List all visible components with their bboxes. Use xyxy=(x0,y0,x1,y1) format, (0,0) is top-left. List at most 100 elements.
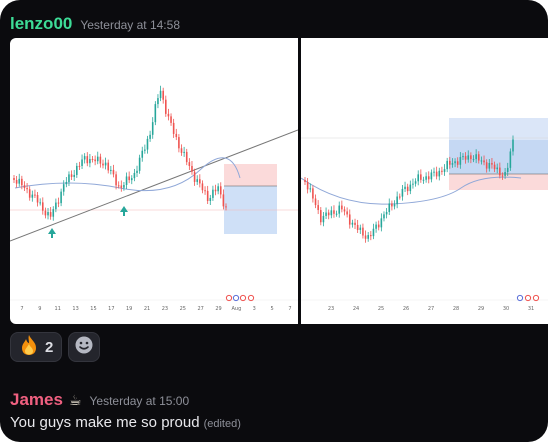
candle xyxy=(509,151,512,168)
candle xyxy=(13,178,15,180)
candle xyxy=(68,174,70,183)
candle xyxy=(404,186,406,189)
candle xyxy=(23,185,26,189)
currency-flag-icon xyxy=(524,294,532,302)
candle xyxy=(154,104,157,123)
candle xyxy=(102,163,104,166)
x-tick-label: 9 xyxy=(38,306,41,312)
candle xyxy=(188,162,191,166)
chart-left-svg: 7 9 11 13 15 17 19 21 23 25 27 29 Aug 3 5 7 xyxy=(10,85,298,312)
candle xyxy=(157,98,159,105)
x-tick-label: 29 xyxy=(215,306,221,312)
candle xyxy=(117,185,120,187)
candle xyxy=(91,159,94,161)
x-tick-label: 27 xyxy=(197,306,203,312)
candle xyxy=(385,212,388,215)
candle xyxy=(31,194,34,198)
candle xyxy=(330,210,333,216)
candle xyxy=(172,122,175,134)
candle xyxy=(362,227,364,236)
message-timestamp: Yesterday at 15:00 xyxy=(89,394,190,408)
candle xyxy=(193,171,196,182)
candle xyxy=(83,156,86,160)
candle xyxy=(420,174,422,180)
candle xyxy=(491,162,493,165)
candle xyxy=(185,151,188,163)
chart-image-left[interactable]: 7 9 11 13 15 17 19 21 23 25 27 29 Aug 3 5 7 xyxy=(10,38,298,324)
author-name[interactable]: James xyxy=(10,390,63,409)
currency-flag-icon xyxy=(247,294,255,302)
currency-flag-icon xyxy=(239,294,247,302)
candle xyxy=(141,150,144,158)
candle xyxy=(125,176,128,185)
candle xyxy=(459,157,462,165)
candle xyxy=(62,184,65,192)
candle xyxy=(438,170,441,177)
x-tick-label: 31 xyxy=(528,306,534,312)
currency-flag-icon xyxy=(225,294,233,302)
stop-loss-zone xyxy=(449,174,548,190)
candle xyxy=(180,148,183,153)
candle xyxy=(167,113,170,117)
candle xyxy=(206,190,209,202)
candle xyxy=(462,156,464,158)
candle xyxy=(472,159,475,161)
candle xyxy=(367,235,369,239)
candle xyxy=(219,186,222,195)
candle xyxy=(333,210,335,214)
candle xyxy=(375,224,377,229)
candle xyxy=(312,188,314,199)
candle xyxy=(209,197,212,202)
candle xyxy=(319,210,322,223)
edited-tag: (edited) xyxy=(203,418,241,430)
candle xyxy=(107,162,110,171)
candle xyxy=(222,194,225,207)
candle xyxy=(454,161,456,164)
reaction-fire[interactable]: 2 xyxy=(10,332,63,362)
currency-flag-icon xyxy=(516,294,524,302)
currency-flag-icon xyxy=(232,294,240,302)
add-reaction-button[interactable] xyxy=(68,332,101,362)
candle xyxy=(52,209,55,217)
candle xyxy=(470,155,472,160)
candle xyxy=(36,195,39,203)
arrow-up-icon xyxy=(120,206,128,216)
x-tick-label: 21 xyxy=(144,306,150,312)
candle xyxy=(133,172,136,179)
chart-image-right[interactable]: 23 24 25 26 27 28 29 30 31 xyxy=(301,38,548,324)
x-tick-label: 7 xyxy=(288,306,291,312)
upper-zone xyxy=(449,118,548,140)
candle xyxy=(138,157,141,171)
reaction-count: 2 xyxy=(45,338,54,356)
candle xyxy=(44,210,47,216)
coffee-icon: ☕ xyxy=(68,392,82,408)
x-tick-label: 29 xyxy=(478,306,484,312)
candle xyxy=(380,218,383,228)
x-tick-label: 25 xyxy=(378,306,384,312)
candle xyxy=(76,165,78,175)
candle xyxy=(78,165,81,167)
chart-right-svg: 23 24 25 26 27 28 29 30 31 xyxy=(301,118,548,312)
candle xyxy=(144,149,146,151)
candle xyxy=(364,235,367,239)
x-tick-label: 13 xyxy=(72,306,78,312)
candle xyxy=(391,203,393,207)
author-name[interactable]: lenzo00 xyxy=(10,14,73,33)
candle xyxy=(317,205,319,211)
x-tick-label: Aug xyxy=(232,306,242,312)
candle xyxy=(128,176,130,181)
candle xyxy=(21,178,23,186)
candle xyxy=(485,162,488,169)
x-tick-label: 23 xyxy=(328,306,334,312)
currency-flag-icon xyxy=(532,294,540,302)
arrow-up-icon xyxy=(48,228,56,238)
candle xyxy=(199,179,201,184)
candle xyxy=(41,202,44,211)
candle xyxy=(441,170,443,172)
candle xyxy=(409,184,412,192)
candle xyxy=(425,176,427,180)
candle xyxy=(335,213,338,215)
message-header: James ☕ Yesterday at 15:00 xyxy=(10,390,189,410)
candle xyxy=(443,169,446,172)
candle xyxy=(356,224,359,230)
